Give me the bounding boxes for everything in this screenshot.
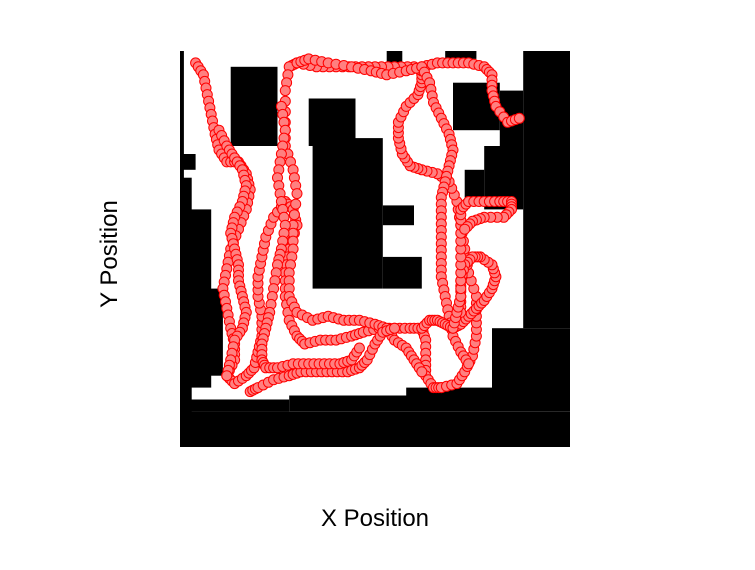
obstacle-block: [492, 328, 570, 396]
trajectory-point: [221, 370, 233, 382]
obstacle-block: [531, 51, 570, 83]
obstacle-block: [308, 98, 356, 146]
obstacle-block: [312, 138, 383, 289]
trajectory-point: [279, 85, 291, 97]
obstacle-block: [180, 411, 570, 447]
obstacle-block: [382, 205, 414, 226]
trajectory-point: [288, 209, 300, 221]
obstacle-block: [386, 51, 403, 63]
trajectory-point: [513, 112, 525, 124]
y-axis-label: Y Position: [96, 200, 123, 308]
plot-area: [180, 51, 570, 447]
x-axis-label: X Position: [321, 505, 429, 532]
obstacle-block: [180, 154, 196, 170]
trajectory-markers: [190, 53, 525, 398]
obstacle-block: [406, 387, 492, 396]
trajectory-point: [416, 366, 428, 378]
trajectory-point: [463, 358, 475, 370]
occupancy-map: [180, 51, 570, 447]
obstacle-block: [464, 169, 485, 198]
obstacle-block: [230, 66, 278, 146]
trajectory-point: [290, 198, 302, 210]
obstacle-block: [180, 288, 223, 376]
obstacle-block: [445, 51, 477, 59]
obstacle-block: [289, 395, 570, 412]
trajectory-point: [353, 342, 365, 354]
trajectory-point: [459, 223, 471, 235]
trajectory-point: [389, 322, 400, 334]
obstacle-block: [382, 256, 422, 289]
obstacle-block: [523, 51, 570, 329]
obstacle-block: [180, 399, 290, 412]
trajectory-point: [291, 188, 303, 200]
